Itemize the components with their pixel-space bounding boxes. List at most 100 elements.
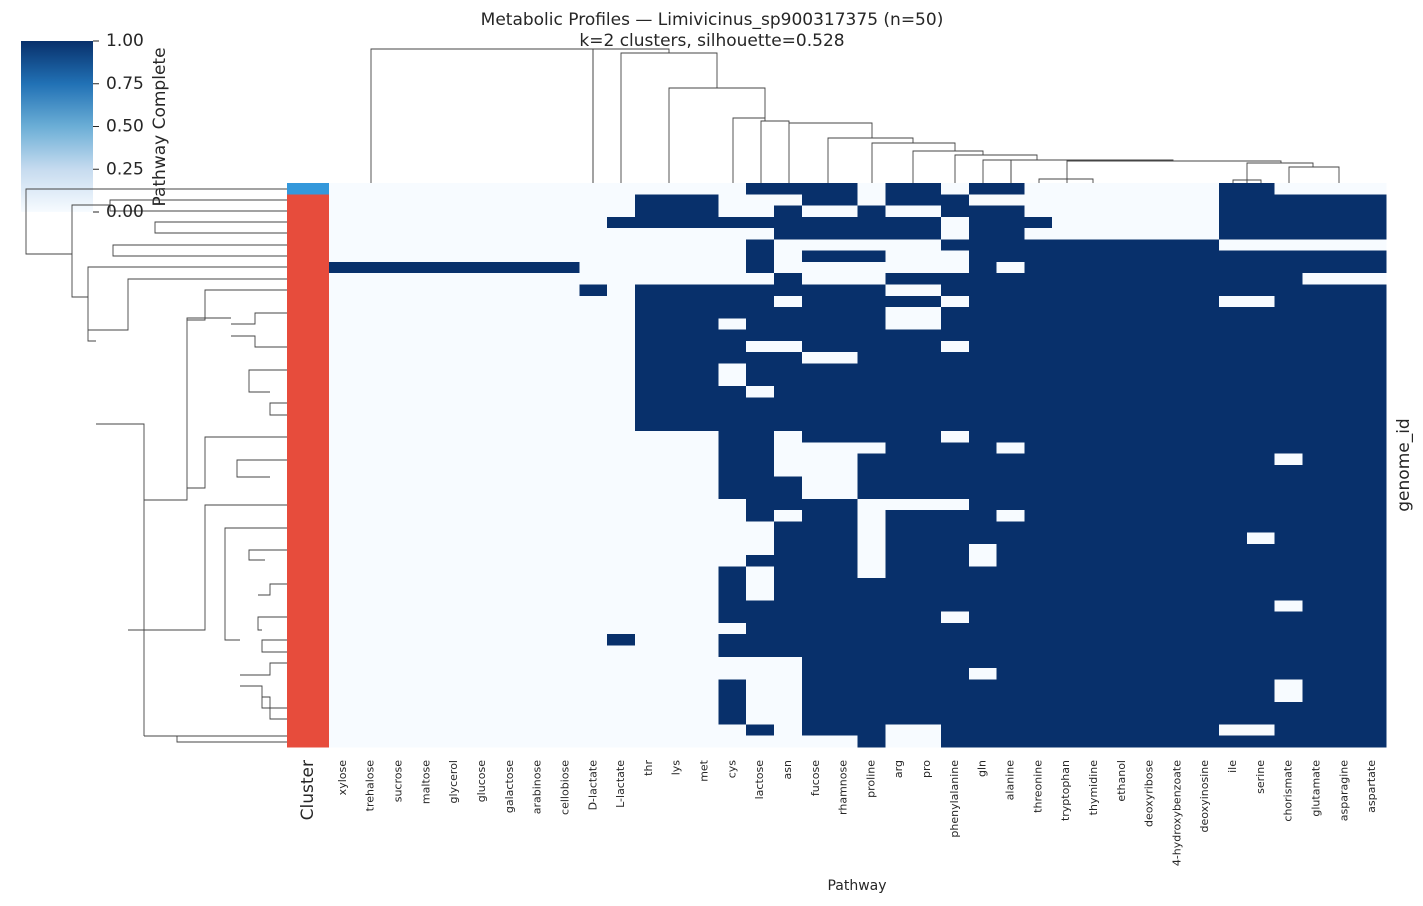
heatmap-cell <box>412 431 441 443</box>
heatmap-cell <box>1191 307 1220 319</box>
heatmap-cell <box>1330 679 1359 692</box>
heatmap-cell <box>412 250 441 263</box>
heatmap-cell <box>718 532 747 545</box>
heatmap-cell <box>468 307 497 319</box>
heatmap-cell <box>1107 205 1137 218</box>
heatmap-cell <box>1358 295 1387 308</box>
heatmap-cell <box>829 408 858 421</box>
heatmap-cell <box>523 329 553 342</box>
heatmap-cell <box>1330 307 1359 319</box>
heatmap-cell <box>412 566 441 579</box>
heatmap-cell <box>1135 611 1164 624</box>
cluster-cell <box>287 295 329 308</box>
heatmap-cell <box>607 487 636 500</box>
heatmap-cell <box>1274 622 1304 635</box>
heatmap-cell <box>412 634 441 646</box>
heatmap-cell <box>1135 419 1164 432</box>
heatmap-cell <box>996 340 1025 353</box>
heatmap-cell <box>690 329 719 342</box>
colorbar-tick-label: 0.50 <box>106 117 144 137</box>
heatmap-cell <box>523 442 553 455</box>
heatmap-cell <box>551 408 580 421</box>
heatmap-cell <box>1163 634 1192 646</box>
heatmap-cell <box>968 622 998 635</box>
heatmap-cell <box>690 487 719 500</box>
heatmap-cell <box>384 205 413 218</box>
heatmap-cell <box>495 668 525 680</box>
heatmap-cell <box>1302 453 1331 466</box>
heatmap-cell <box>1024 521 1053 534</box>
heatmap-cell <box>495 498 525 511</box>
heatmap-cell <box>495 600 525 613</box>
heatmap-cell <box>1246 611 1276 624</box>
heatmap-cell <box>913 408 942 421</box>
heatmap-cell <box>1246 250 1276 263</box>
heatmap-cell <box>1358 408 1387 421</box>
heatmap-cell <box>329 408 358 421</box>
heatmap-cell <box>1080 510 1109 522</box>
heatmap-cell <box>634 295 664 308</box>
heatmap-cell <box>801 239 831 252</box>
heatmap-cell <box>384 622 413 635</box>
heatmap-cell <box>634 622 664 635</box>
heatmap-cell <box>1163 216 1192 229</box>
heatmap-cell <box>356 476 386 489</box>
heatmap-cell <box>1219 713 1248 725</box>
heatmap-cell <box>857 183 886 195</box>
heatmap-cell <box>607 295 636 308</box>
heatmap-cell <box>384 239 413 252</box>
heatmap-cell <box>662 566 692 579</box>
heatmap-cell <box>1163 476 1192 489</box>
heatmap-cell <box>1080 634 1109 646</box>
heatmap-cell <box>634 194 664 207</box>
heatmap-cell <box>356 701 386 714</box>
heatmap-cell <box>579 668 608 680</box>
heatmap-cell <box>662 622 692 635</box>
heatmap-cell <box>523 340 553 353</box>
heatmap-cell <box>1358 318 1387 331</box>
heatmap-cell <box>662 386 692 398</box>
heatmap-cell <box>1330 442 1359 455</box>
heatmap-cell <box>996 476 1025 489</box>
heatmap-cell <box>662 656 692 669</box>
heatmap-cell <box>968 442 998 455</box>
heatmap-cell <box>551 465 580 477</box>
heatmap-cell <box>690 622 719 635</box>
heatmap-cell <box>1024 352 1053 364</box>
heatmap-cell <box>746 205 775 218</box>
heatmap-cell <box>1274 363 1304 376</box>
heatmap-cell <box>356 724 386 737</box>
heatmap-cell <box>1107 566 1137 579</box>
heatmap-cell <box>607 453 636 466</box>
heatmap-cell <box>1024 555 1053 568</box>
heatmap-cell <box>801 228 831 240</box>
heatmap-cell <box>718 713 747 725</box>
heatmap-cell <box>662 295 692 308</box>
heatmap-cell <box>1107 307 1137 319</box>
heatmap-cell <box>662 668 692 680</box>
heatmap-cell <box>1358 183 1387 195</box>
heatmap-cell <box>1135 543 1164 556</box>
heatmap-cell <box>495 194 525 207</box>
heatmap-cell <box>523 566 553 579</box>
heatmap-cell <box>996 701 1025 714</box>
heatmap-cell <box>356 622 386 635</box>
heatmap-cell <box>1052 340 1081 353</box>
heatmap-cell <box>468 239 497 252</box>
heatmap-cell <box>996 284 1025 297</box>
heatmap-cell <box>996 250 1025 263</box>
heatmap-cell <box>384 216 413 229</box>
heatmap-cell <box>329 476 358 489</box>
heatmap-cell <box>1107 724 1137 737</box>
heatmap-cell <box>801 487 831 500</box>
heatmap-cell <box>1191 340 1220 353</box>
heatmap-cell <box>662 645 692 658</box>
heatmap-cell <box>329 679 358 692</box>
heatmap-cell <box>940 194 970 207</box>
heatmap-cell <box>662 329 692 342</box>
heatmap-cell <box>718 724 747 737</box>
heatmap-cell <box>356 284 386 297</box>
heatmap-cell <box>356 250 386 263</box>
heatmap-cell <box>495 724 525 737</box>
heatmap-cell <box>495 363 525 376</box>
